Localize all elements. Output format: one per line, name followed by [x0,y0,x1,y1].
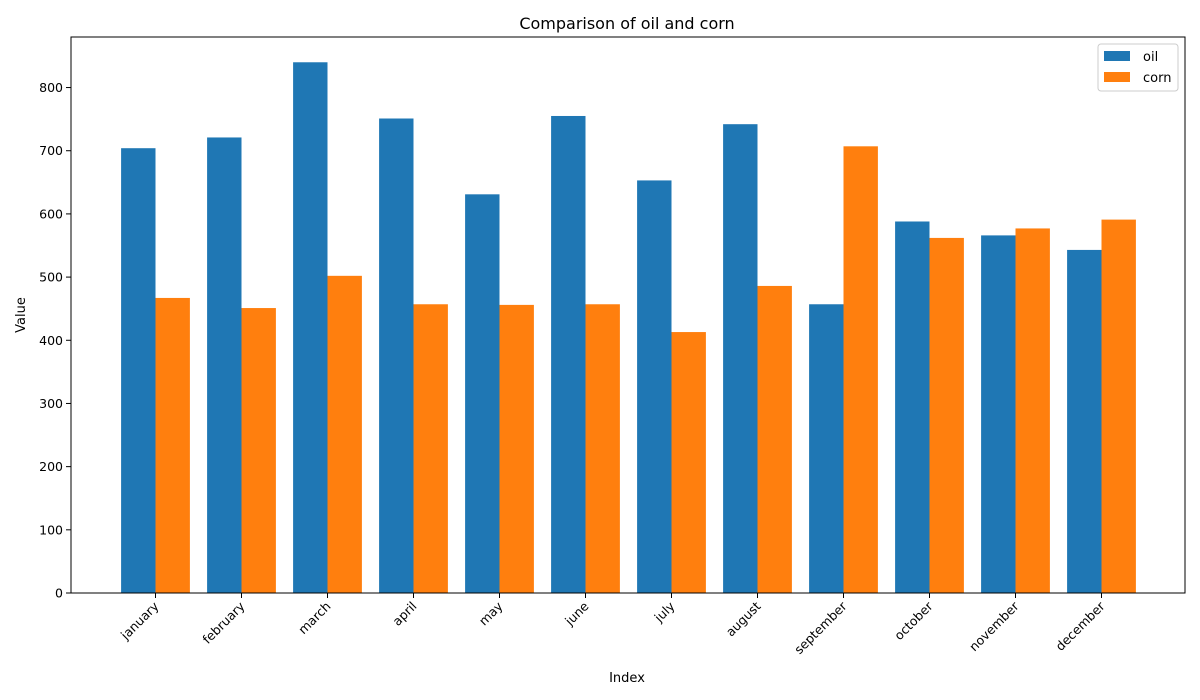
x-tick-label-august: august [723,598,764,639]
plot-area [121,62,1136,594]
legend-swatch-oil [1104,51,1130,61]
bar-oil-september [809,304,844,593]
bar-oil-january [121,148,156,593]
bar-oil-may [465,194,500,593]
y-tick-label-600: 600 [39,206,63,221]
legend-label-oil: oil [1143,50,1158,65]
x-tick-label-february: february [199,598,248,647]
bar-corn-july [671,332,706,593]
x-tick-label-june: june [561,598,592,629]
bar-corn-august [757,285,792,593]
legend-label-corn: corn [1143,71,1171,86]
legend: oil corn [1097,43,1179,92]
x-tick-label-september: september [791,598,850,657]
bar-oil-february [207,137,242,593]
x-tick-label-january: january [117,598,162,643]
x-tick-label-april: april [389,599,419,629]
bar-oil-june [551,115,586,593]
bar-corn-june [585,304,620,593]
x-tick-label-may: may [476,598,506,628]
x-axis: january february march april may june july augu… [117,593,1108,657]
y-tick-label-400: 400 [39,333,63,348]
bar-corn-november [1015,228,1050,593]
chart-title: Comparison of oil and corn [519,14,734,33]
y-tick-label-200: 200 [39,459,63,474]
bar-corn-september [843,146,878,594]
bar-corn-may [499,304,534,593]
x-tick-label-july: july [651,598,678,625]
bar-oil-august [723,124,758,593]
x-tick-label-march: march [295,599,334,638]
plot-frame [70,36,1186,594]
bar-corn-october [929,237,964,594]
bar-oil-july [637,180,672,594]
y-axis: 0 100 200 300 400 500 600 700 800 [39,80,71,601]
y-tick-label-0: 0 [55,586,63,601]
bar-oil-october [895,221,930,594]
bar-oil-april [379,118,414,593]
y-tick-label-700: 700 [39,143,63,158]
y-tick-label-100: 100 [39,522,63,537]
bar-corn-march [327,275,362,593]
bar-corn-december [1101,219,1136,593]
x-tick-label-november: november [966,598,1022,654]
x-axis-title: Index [609,671,645,686]
bar-oil-march [293,62,328,593]
bar-corn-april [413,304,448,593]
y-axis-title: Value [14,297,29,333]
legend-swatch-corn [1104,72,1130,82]
bar-corn-february [241,308,276,593]
bar-oil-november [981,235,1016,593]
y-tick-label-500: 500 [39,270,63,285]
bar-oil-december [1067,249,1102,594]
x-tick-label-october: october [891,598,936,643]
y-tick-label-300: 300 [39,396,63,411]
x-tick-label-december: december [1052,598,1108,654]
y-tick-label-800: 800 [39,80,63,95]
bar-corn-january [155,297,190,593]
